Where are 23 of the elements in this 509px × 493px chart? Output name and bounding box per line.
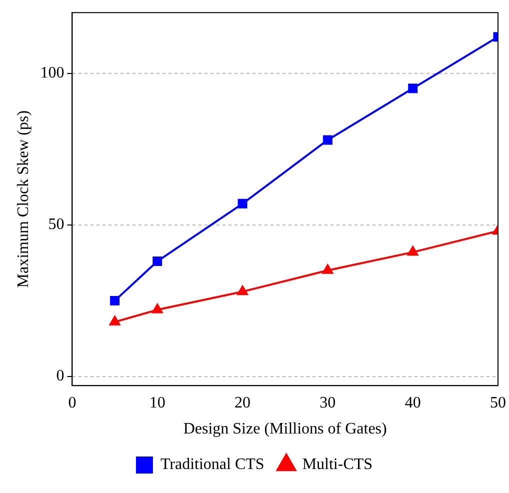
point — [238, 198, 248, 208]
point — [322, 135, 332, 145]
x-axis-title: Design Size (Millions of Gates) — [183, 420, 387, 438]
x-tick-label: 20 — [234, 394, 251, 412]
x-tick-label: 30 — [320, 394, 336, 412]
point — [152, 256, 162, 266]
legend-label: Traditional CTS — [160, 456, 264, 474]
point — [407, 246, 419, 256]
y-tick-label: 0 — [56, 368, 64, 385]
x-tick-label: 10 — [149, 394, 166, 412]
point — [152, 303, 164, 314]
point — [408, 84, 418, 94]
x-tick-label: 0 — [68, 394, 76, 412]
legend-label: Multi-CTS — [302, 456, 373, 474]
point — [322, 264, 334, 274]
x-tick-label: 40 — [404, 394, 421, 412]
point — [109, 315, 120, 326]
point — [110, 296, 120, 306]
point — [236, 285, 248, 296]
x-tick-label: 50 — [490, 394, 506, 412]
y-axis-title: Maximum Clock Skew (ps) — [14, 110, 32, 288]
y-tick-label: 100 — [40, 64, 64, 82]
y-tick-label: 50 — [48, 216, 64, 234]
